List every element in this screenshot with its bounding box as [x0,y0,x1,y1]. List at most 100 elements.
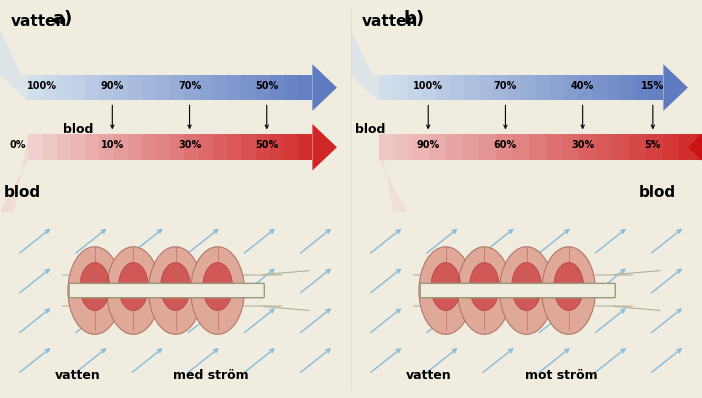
Text: 70%: 70% [494,80,517,91]
Polygon shape [507,75,521,100]
Text: 90%: 90% [100,80,124,91]
Polygon shape [646,134,663,160]
Polygon shape [550,75,564,100]
Polygon shape [649,75,663,100]
Polygon shape [71,75,85,100]
Polygon shape [241,134,256,160]
Polygon shape [0,15,28,100]
Text: 0%: 0% [9,140,26,150]
Polygon shape [42,134,56,160]
Polygon shape [142,75,156,100]
Polygon shape [546,134,562,160]
Polygon shape [156,75,170,100]
Text: blod: blod [639,185,676,200]
Polygon shape [28,134,42,160]
Text: 50%: 50% [255,80,279,91]
Polygon shape [170,75,185,100]
Polygon shape [564,75,578,100]
Polygon shape [529,134,546,160]
Polygon shape [99,134,114,160]
Polygon shape [629,134,646,160]
Polygon shape [170,134,185,160]
Polygon shape [71,134,85,160]
Ellipse shape [554,263,583,310]
Polygon shape [298,134,312,160]
FancyBboxPatch shape [69,283,265,298]
Polygon shape [450,75,465,100]
Polygon shape [227,134,241,160]
Ellipse shape [161,263,190,310]
Ellipse shape [68,247,121,334]
Polygon shape [114,75,128,100]
Polygon shape [270,75,284,100]
Polygon shape [379,134,396,160]
Polygon shape [241,75,256,100]
Text: vatten: vatten [405,369,451,382]
Polygon shape [663,134,679,160]
Polygon shape [607,75,621,100]
Polygon shape [536,75,550,100]
Polygon shape [579,134,596,160]
Polygon shape [696,134,702,160]
Polygon shape [621,75,635,100]
Polygon shape [407,75,422,100]
Polygon shape [312,64,337,111]
Polygon shape [436,75,450,100]
Polygon shape [396,134,413,160]
Polygon shape [393,75,407,100]
Text: a): a) [53,10,73,28]
Polygon shape [379,75,393,100]
Polygon shape [562,134,579,160]
Text: 60%: 60% [494,140,517,150]
Text: 100%: 100% [413,80,443,91]
Text: blod: blod [4,185,41,200]
Polygon shape [256,75,270,100]
Polygon shape [56,75,71,100]
Polygon shape [379,134,407,212]
Polygon shape [128,134,142,160]
Ellipse shape [500,247,553,334]
Polygon shape [596,134,612,160]
Polygon shape [114,134,128,160]
Polygon shape [99,75,114,100]
Polygon shape [679,134,696,160]
Polygon shape [663,64,688,111]
FancyBboxPatch shape [420,283,616,298]
Ellipse shape [149,247,202,334]
Polygon shape [512,134,529,160]
Text: 30%: 30% [571,140,595,150]
Text: 100%: 100% [27,80,57,91]
Polygon shape [465,75,479,100]
Text: blod: blod [355,123,385,136]
Polygon shape [592,75,607,100]
Polygon shape [344,15,379,100]
Polygon shape [463,134,479,160]
Polygon shape [128,75,142,100]
Ellipse shape [119,263,148,310]
Text: 50%: 50% [255,140,279,150]
Polygon shape [185,75,199,100]
Polygon shape [56,134,71,160]
Polygon shape [227,75,241,100]
Ellipse shape [542,247,595,334]
Polygon shape [28,75,42,100]
Polygon shape [199,75,213,100]
Polygon shape [42,75,56,100]
Text: vatten: vatten [362,14,418,29]
Polygon shape [156,134,170,160]
Text: vatten: vatten [54,369,100,382]
Polygon shape [270,134,284,160]
Polygon shape [578,75,592,100]
Text: 90%: 90% [416,140,440,150]
Text: 40%: 40% [571,80,595,91]
Polygon shape [635,75,649,100]
Ellipse shape [470,263,499,310]
Polygon shape [521,75,536,100]
Polygon shape [0,134,28,212]
Polygon shape [493,75,507,100]
Polygon shape [185,134,199,160]
Ellipse shape [80,263,110,310]
Polygon shape [142,134,156,160]
Ellipse shape [431,263,461,310]
Text: 70%: 70% [178,80,201,91]
